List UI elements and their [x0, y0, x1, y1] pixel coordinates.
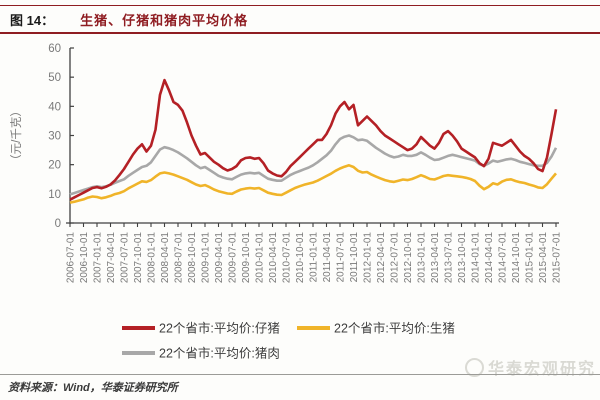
x-tick-label: 2010-07-01 [282, 232, 293, 284]
x-tick-label: 2008-10-01 [187, 232, 198, 284]
series-line-pork [69, 134, 558, 196]
x-tick-label: 2011-07-01 [336, 232, 347, 283]
y-axis-title: （元/千克） [10, 105, 23, 166]
x-tick-label: 2014-01-01 [471, 232, 482, 284]
y-tick-label: 30 [48, 131, 61, 143]
figure-header: 图 14： 生猪、仔猪和猪肉平均价格 [10, 10, 248, 29]
x-tick-label: 2011-10-01 [349, 232, 360, 283]
x-tick-label: 2015-04-01 [538, 232, 549, 284]
series-line-piglet [69, 78, 558, 201]
watermark-text: 华泰宏观研究 [487, 361, 596, 378]
y-tick-label: 60 [48, 43, 61, 55]
legend-label-piglet: 22个省市:平均价:仔猪 [159, 321, 280, 336]
figure-title: 生猪、仔猪和猪肉平均价格 [80, 13, 249, 28]
x-tick-label: 2013-04-01 [430, 232, 441, 284]
x-tick-label: 2009-10-01 [241, 232, 252, 284]
watermark-logo-icon [464, 357, 484, 377]
x-tick-label: 2010-10-01 [295, 232, 306, 284]
x-tick-label: 2007-07-01 [120, 232, 131, 284]
x-tick-label: 2006-07-01 [66, 232, 77, 284]
top-rule [0, 5, 600, 6]
x-tick-label: 2010-01-01 [255, 232, 266, 284]
x-tick-label: 2009-07-01 [228, 232, 239, 284]
x-tick-label: 2012-10-01 [403, 232, 414, 284]
footer-rule [0, 374, 600, 375]
x-tick-label: 2006-10-01 [79, 232, 90, 284]
x-tick-label: 2011-04-01 [322, 232, 333, 283]
x-tick-label: 2009-01-01 [201, 232, 212, 284]
x-tick-label: 2013-07-01 [444, 232, 455, 284]
y-tick-label: 40 [48, 101, 61, 113]
figure-number-label: 图 14： [10, 13, 55, 28]
y-tick-label: 0 [55, 218, 61, 230]
x-tick-label: 2008-07-01 [174, 232, 185, 284]
x-tick-label: 2014-10-01 [511, 232, 522, 284]
x-tick-label: 2008-01-01 [147, 232, 158, 284]
series-line-live-pig [69, 164, 557, 204]
x-tick-label: 2014-04-01 [484, 232, 495, 284]
watermark: 华泰宏观研究 [464, 355, 596, 379]
x-tick-label: 2012-04-01 [376, 232, 387, 284]
title-underline-rule [0, 32, 600, 34]
y-tick-label: 50 [48, 72, 61, 84]
x-tick-label: 2007-10-01 [133, 232, 144, 284]
x-tick-label: 2015-07-01 [552, 232, 563, 284]
x-tick-label: 2012-07-01 [390, 232, 401, 284]
x-tick-label: 2007-01-01 [93, 232, 104, 284]
x-tick-label: 2010-04-01 [268, 232, 279, 284]
x-tick-label: 2013-10-01 [457, 232, 468, 284]
x-tick-label: 2013-01-01 [417, 232, 428, 284]
y-tick-label: 20 [48, 160, 61, 172]
x-tick-label: 2009-04-01 [214, 232, 225, 284]
legend-label-pork: 22个省市:平均价:猪肉 [159, 346, 280, 361]
x-tick-label: 2014-07-01 [498, 232, 509, 284]
x-tick-label: 2015-01-01 [525, 232, 536, 284]
legend-label-live-pig: 22个省市:平均价:生猪 [334, 321, 455, 336]
x-tick-label: 2007-04-01 [106, 232, 117, 284]
y-tick-label: 10 [48, 189, 61, 201]
source-note: 资料来源：Wind，华泰证券研究所 [8, 382, 178, 394]
x-tick-label: 2012-01-01 [363, 232, 374, 284]
x-tick-label: 2008-04-01 [160, 232, 171, 284]
x-tick-label: 2011-01-01 [309, 232, 320, 283]
